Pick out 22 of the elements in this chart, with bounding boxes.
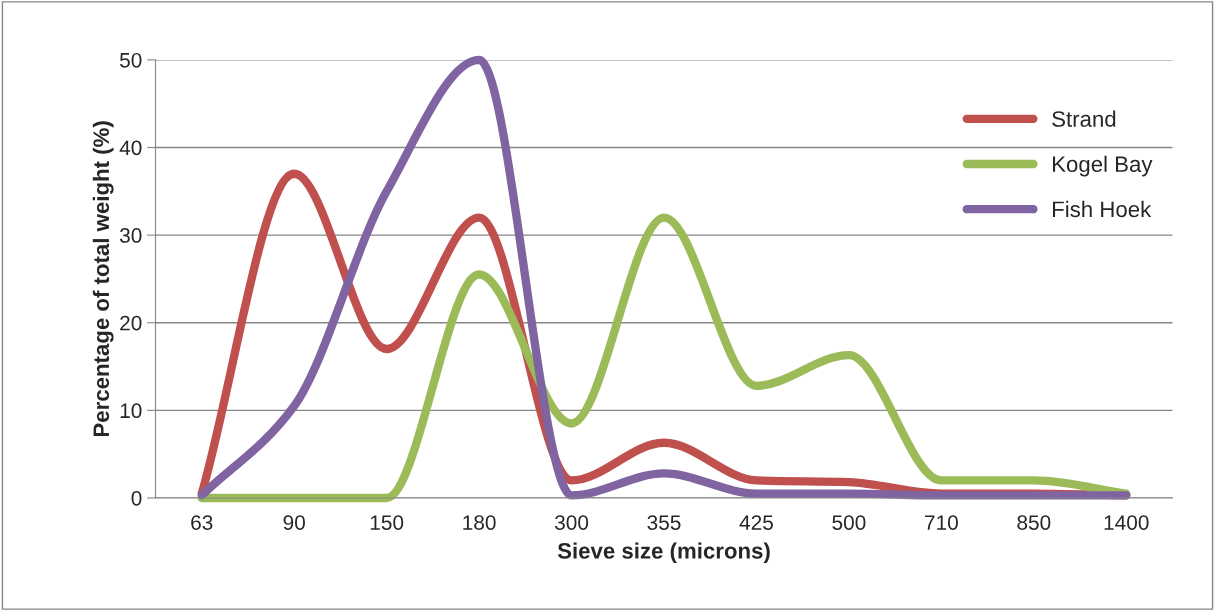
y-tick-label: 20 <box>120 315 142 331</box>
y-tick-label: 50 <box>119 52 142 68</box>
legend-label: Fish Hoek <box>1053 200 1152 218</box>
x-tick-label: 90 <box>283 515 305 530</box>
legend-label: Kogel Bay <box>1053 155 1153 177</box>
y-tick-label: 40 <box>119 140 142 156</box>
y-tick-label: 30 <box>119 228 142 243</box>
x-tick-label: 63 <box>191 515 213 530</box>
x-tick-label: 500 <box>832 515 866 530</box>
x-tick-label: 1400 <box>1104 515 1149 530</box>
x-tick-label: 710 <box>925 515 958 530</box>
x-axis-title: Sieve size (microns) <box>557 542 770 564</box>
x-tick-label: 425 <box>739 515 773 530</box>
y-tick-label: 0 <box>131 490 142 506</box>
x-tick-label: 355 <box>647 515 681 530</box>
y-axis-title: Percentage of total weight (%) <box>92 121 114 437</box>
x-tick-label: 150 <box>370 515 404 530</box>
x-tick-label: 180 <box>463 515 496 530</box>
y-tick-label: 10 <box>120 403 142 419</box>
x-tick-label: 850 <box>1017 515 1051 530</box>
legend-label: Strand <box>1052 110 1116 127</box>
x-tick-label: 300 <box>554 515 589 530</box>
